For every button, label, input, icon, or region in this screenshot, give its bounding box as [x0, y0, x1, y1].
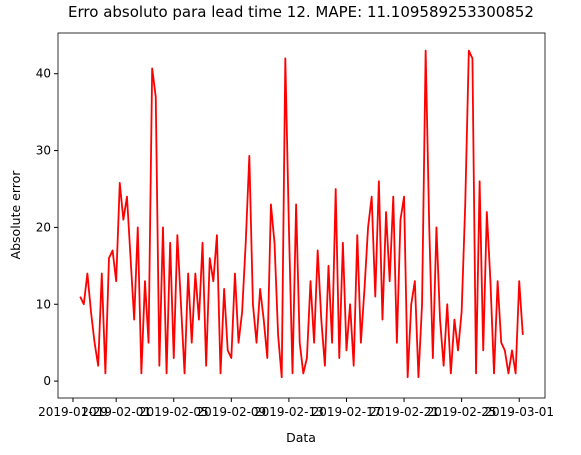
x-tick-label: 2019-02-13 [254, 405, 324, 419]
y-tick-label: 0 [43, 374, 51, 388]
y-tick-label: 10 [36, 297, 51, 311]
x-axis-label: Data [286, 430, 316, 445]
x-tick-label: 2019-03-01 [484, 405, 554, 419]
x-tick-label: 2019-02-05 [139, 405, 209, 419]
plot-frame [57, 32, 546, 399]
y-tick-label: 40 [36, 67, 51, 81]
x-tick-label: 2019-01-29 [38, 405, 108, 419]
y-tick-label: 30 [36, 144, 51, 158]
x-tick-label: 2019-02-17 [312, 405, 382, 419]
y-tick-label: 20 [36, 220, 51, 234]
x-tick-label: 2019-02-25 [427, 405, 497, 419]
x-tick-label: 2019-02-09 [196, 405, 266, 419]
x-tick-label: 2019-02-01 [81, 405, 151, 419]
x-tick-label: 2019-02-21 [369, 405, 439, 419]
chart-title: Erro absoluto para lead time 12. MAPE: 1… [68, 3, 534, 21]
line [79, 49, 524, 379]
y-axis-label: Absolute error [8, 170, 23, 260]
